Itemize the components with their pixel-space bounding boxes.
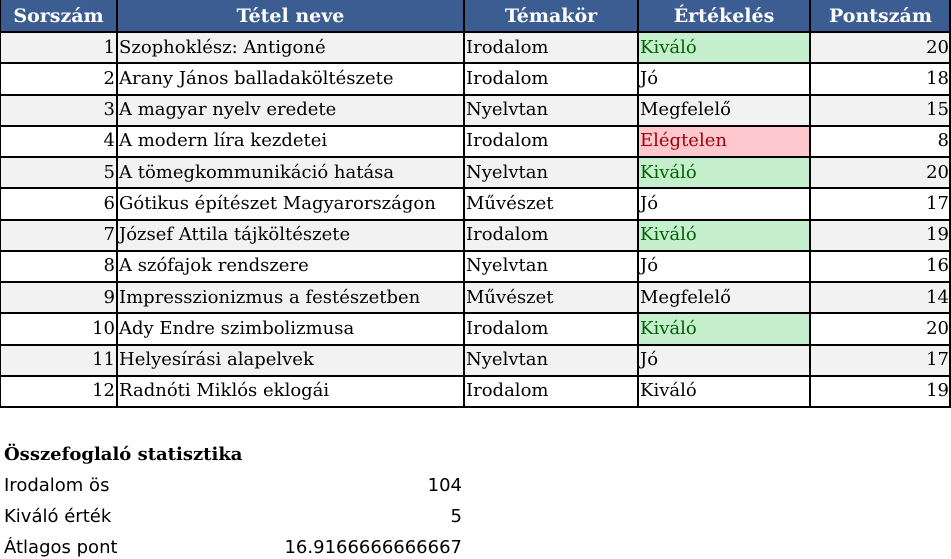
- table-cell: Megfelelő: [638, 94, 810, 126]
- header-cell: Sorszám: [0, 0, 117, 32]
- table-cell: Nyelvtan: [464, 94, 638, 126]
- row-border: [0, 281, 951, 283]
- row-border: [0, 62, 951, 65]
- table-cell: Jó: [638, 63, 810, 95]
- table-cell: Irodalom: [464, 32, 638, 64]
- row-border: [0, 218, 951, 221]
- row-border: [0, 343, 951, 346]
- summary-value: 104: [427, 475, 462, 496]
- table-cell: 12: [0, 375, 117, 407]
- col-border: [949, 0, 951, 407]
- col-border: [0, 0, 1, 407]
- summary-label: Átlagos pont: [4, 537, 117, 558]
- header-cell: Témakör: [464, 0, 638, 32]
- row-border: [0, 156, 951, 158]
- table-cell: Impresszionizmus a festészetben: [117, 282, 464, 314]
- table-cell: A tömegkommunikáció hatása: [117, 157, 464, 189]
- table-cell: Jó: [638, 250, 810, 282]
- table-cell: 5: [0, 157, 117, 189]
- table-cell: 15: [810, 94, 951, 126]
- table-cell: Ady Endre szimbolizmusa: [117, 313, 464, 345]
- table-cell: Kiváló: [638, 219, 810, 251]
- table-cell: 10: [0, 313, 117, 345]
- table-cell: 18: [810, 63, 951, 95]
- row-border: [0, 406, 951, 408]
- table-cell: 8: [810, 125, 951, 157]
- table-cell: Művészet: [464, 282, 638, 314]
- table-cell: Megfelelő: [638, 282, 810, 314]
- table-cell: 19: [810, 375, 951, 407]
- col-border: [637, 0, 639, 407]
- col-border: [463, 0, 465, 407]
- table-cell: Kiváló: [638, 313, 810, 345]
- table-cell: 16: [810, 250, 951, 282]
- row-border: [0, 93, 951, 96]
- table-cell: Irodalom: [464, 125, 638, 157]
- table-cell: A modern líra kezdetei: [117, 125, 464, 157]
- table-cell: Radnóti Miklós eklogái: [117, 375, 464, 407]
- table-cell: Nyelvtan: [464, 344, 638, 376]
- table-cell: Nyelvtan: [464, 250, 638, 282]
- table-cell: 20: [810, 313, 951, 345]
- header-cell: Értékelés: [638, 0, 810, 32]
- header-cell: Pontszám: [810, 0, 951, 32]
- table-cell: Irodalom: [464, 375, 638, 407]
- table-cell: Irodalom: [464, 313, 638, 345]
- summary-value: 5: [450, 506, 462, 527]
- table-cell: 17: [810, 188, 951, 220]
- table-cell: Nyelvtan: [464, 157, 638, 189]
- table-cell: 20: [810, 157, 951, 189]
- table-cell: 9: [0, 282, 117, 314]
- table-cell: Művészet: [464, 188, 638, 220]
- table-cell: Kiváló: [638, 157, 810, 189]
- table-cell: 19: [810, 219, 951, 251]
- table-cell: A szófajok rendszere: [117, 250, 464, 282]
- table-cell: 14: [810, 282, 951, 314]
- row-border: [0, 249, 951, 252]
- table-cell: 2: [0, 63, 117, 95]
- table-cell: Szophoklész: Antigoné: [117, 32, 464, 64]
- table-cell: 20: [810, 32, 951, 64]
- summary-value: 16.9166666666667: [284, 537, 462, 558]
- table-cell: Irodalom: [464, 219, 638, 251]
- table-cell: Kiváló: [638, 32, 810, 64]
- row-border: [0, 312, 951, 315]
- table-cell: 4: [0, 125, 117, 157]
- table-cell: Helyesírási alapelvek: [117, 344, 464, 376]
- table-cell: Irodalom: [464, 63, 638, 95]
- table-cell: Arany János balladaköltészete: [117, 63, 464, 95]
- summary-label: Kiváló érték: [4, 506, 112, 527]
- row-border: [0, 124, 951, 127]
- header-cell: Tétel neve: [117, 0, 464, 32]
- table-cell: A magyar nyelv eredete: [117, 94, 464, 126]
- table-cell: Elégtelen: [638, 125, 810, 157]
- table-cell: 8: [0, 250, 117, 282]
- row-border: [0, 374, 951, 377]
- table-cell: Jó: [638, 188, 810, 220]
- table-cell: 3: [0, 94, 117, 126]
- table-cell: Gótikus építészet Magyarországon: [117, 188, 464, 220]
- table-cell: 11: [0, 344, 117, 376]
- table-cell: Kiváló: [638, 375, 810, 407]
- table-cell: 6: [0, 188, 117, 220]
- table-cell: 17: [810, 344, 951, 376]
- table-cell: Jó: [638, 344, 810, 376]
- row-border: [0, 187, 951, 190]
- summary-label: Irodalom ös: [4, 475, 110, 496]
- table-cell: József Attila tájköltészete: [117, 219, 464, 251]
- table-cell: 7: [0, 219, 117, 251]
- table-cell: 1: [0, 32, 117, 64]
- col-border: [809, 0, 811, 407]
- summary-title: Összefoglaló statisztika: [4, 444, 243, 465]
- col-border: [116, 0, 118, 407]
- row-border: [0, 31, 951, 33]
